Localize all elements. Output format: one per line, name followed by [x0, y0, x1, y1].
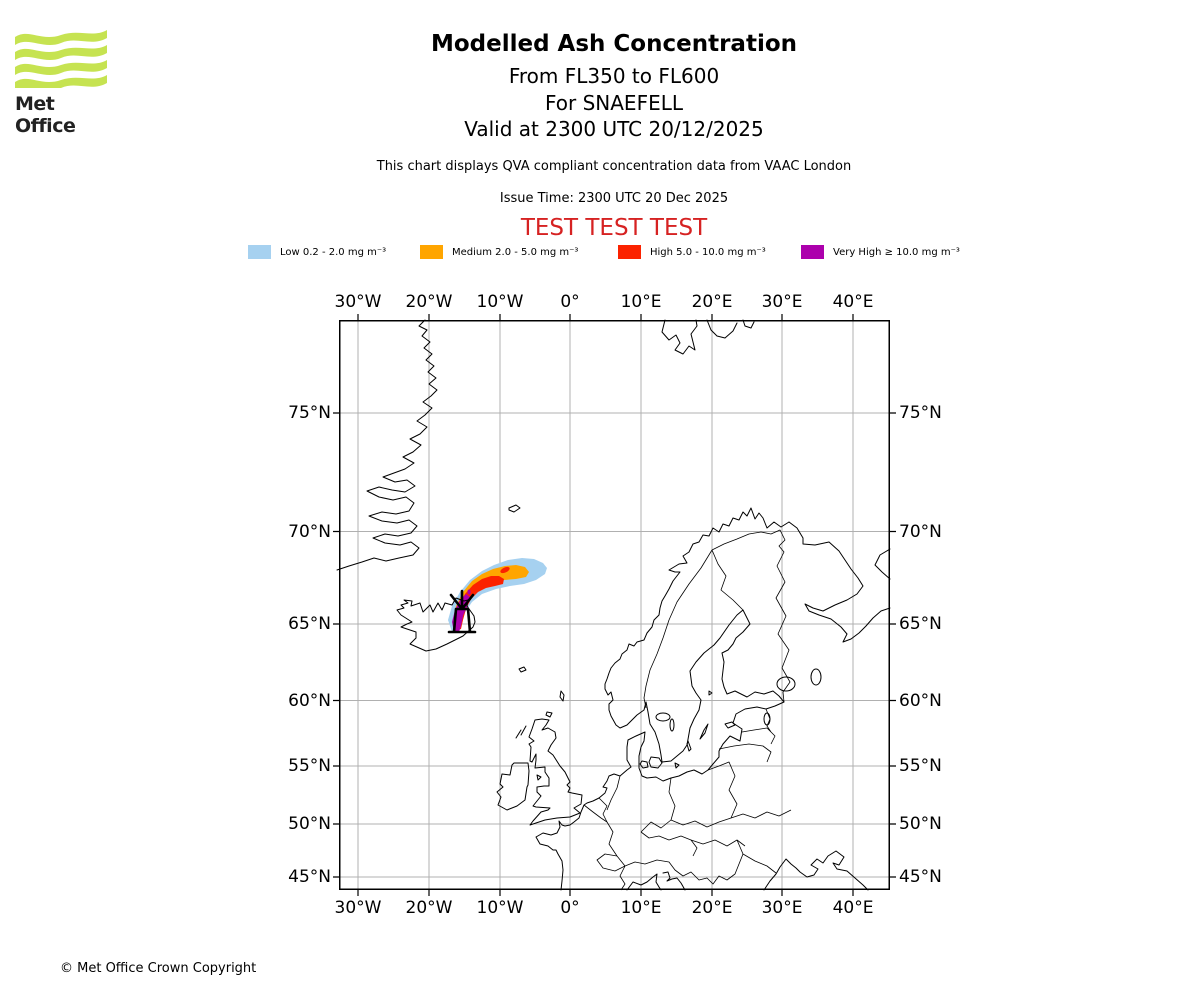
coast-kola-white-sea — [788, 521, 891, 643]
lake-vanern — [655, 712, 671, 722]
coast-saaremaa — [724, 721, 736, 729]
x-tick-label-top: 0° — [560, 292, 580, 312]
ash-plume-medium — [453, 565, 529, 632]
coast-kanin — [874, 548, 891, 580]
x-tick-label-bottom: 20°W — [405, 898, 453, 918]
subtitle-flight-levels: From FL350 to FL600 — [508, 64, 720, 88]
y-tick-label-right: 75°N — [899, 403, 942, 423]
coast-funen — [639, 760, 649, 769]
x-tick-label-top: 20°W — [405, 292, 453, 312]
volcano-eruption-icon — [447, 589, 477, 634]
x-tick-label-top: 30°W — [334, 292, 382, 312]
y-tick-label-left: 75°N — [288, 403, 331, 423]
y-tick-label-left: 70°N — [288, 521, 331, 542]
y-tick-label-left: 50°N — [288, 814, 331, 834]
y-tick-label-right: 65°N — [899, 614, 942, 634]
legend-label-very-high: Very High ≥ 10.0 mg m⁻³ — [833, 246, 960, 258]
coast-hebrides — [515, 725, 527, 739]
x-tick-label-bottom: 40°E — [832, 898, 874, 918]
coast-oland — [686, 740, 692, 752]
y-tick-label-left: 45°N — [288, 867, 331, 887]
y-tick-label-right: 70°N — [899, 521, 942, 542]
coast-adriatic — [626, 871, 686, 891]
axis-ticks — [333, 314, 896, 896]
lake-ladoga — [776, 676, 796, 692]
x-tick-label-top: 20°E — [691, 292, 733, 312]
coast-shetland — [559, 690, 565, 702]
y-tick-label-left: 60°N — [288, 690, 331, 711]
legend-swatch-medium — [420, 245, 443, 259]
legend-swatch-low — [248, 245, 271, 259]
legend-item-very-high: Very High ≥ 10.0 mg m⁻³ — [801, 244, 960, 260]
lake-vattern — [669, 718, 675, 732]
ash-plume-high-patch — [500, 566, 510, 574]
lake-peipus — [763, 712, 771, 726]
coast-black-sea — [763, 850, 869, 891]
y-tick-label-left: 65°N — [288, 614, 331, 634]
coast-ireland — [496, 762, 530, 811]
coast-greenland — [336, 319, 438, 571]
legend-item-low: Low 0.2 - 2.0 mg m⁻³ — [248, 244, 386, 260]
map-gridlines — [339, 320, 890, 890]
legend-item-medium: Medium 2.0 - 5.0 mg m⁻³ — [420, 244, 578, 260]
x-tick-label-bottom: 30°E — [761, 898, 803, 918]
coast-isle-of-man — [536, 774, 542, 781]
legend-label-high: High 5.0 - 10.0 mg m⁻³ — [650, 246, 766, 258]
copyright-notice: © Met Office Crown Copyright — [60, 961, 257, 976]
lake-onega — [810, 668, 822, 686]
x-tick-label-bottom: 30°W — [334, 898, 382, 918]
coast-gotland — [699, 723, 709, 740]
legend-label-low: Low 0.2 - 2.0 mg m⁻³ — [280, 246, 387, 258]
test-watermark: TEST TEST TEST — [520, 215, 708, 241]
coast-scandinavia-europe — [535, 507, 790, 891]
coastlines — [336, 319, 891, 891]
x-tick-label-top: 10°W — [476, 292, 524, 312]
ash-plume-very-high-dot — [467, 589, 471, 595]
x-tick-label-bottom: 10°W — [476, 898, 524, 918]
x-tick-label-top: 40°E — [832, 292, 874, 312]
met-office-waves-icon — [15, 30, 107, 88]
coast-iceland — [396, 597, 476, 652]
coast-great-britain — [528, 718, 583, 826]
issue-time: Issue Time: 2300 UTC 20 Dec 2025 — [499, 191, 729, 206]
map-frame — [339, 320, 890, 890]
qva-description: This chart displays QVA compliant concen… — [376, 159, 852, 174]
legend-swatch-very-high — [801, 245, 824, 259]
country-borders — [583, 529, 792, 891]
x-tick-label-top: 30°E — [761, 292, 803, 312]
met-office-wordmark: Met Office — [15, 93, 76, 137]
coast-zealand — [648, 756, 663, 769]
subtitle-volcano: For SNAEFELL — [544, 91, 683, 115]
legend-swatch-high — [618, 245, 641, 259]
y-tick-label-right: 50°N — [899, 814, 942, 834]
coast-aland — [708, 690, 713, 696]
legend-label-medium: Medium 2.0 - 5.0 mg m⁻³ — [452, 246, 579, 258]
coast-svalbard — [661, 319, 755, 355]
coast-orkney — [545, 711, 553, 718]
map-canvas — [333, 314, 896, 896]
x-tick-label-top: 10°E — [620, 292, 662, 312]
y-tick-label-right: 55°N — [899, 756, 942, 776]
x-tick-label-bottom: 20°E — [691, 898, 733, 918]
legend-item-high: High 5.0 - 10.0 mg m⁻³ — [618, 244, 766, 260]
met-office-logo: Met Office — [15, 26, 107, 137]
y-tick-label-right: 60°N — [899, 690, 942, 711]
x-tick-label-bottom: 10°E — [620, 898, 662, 918]
y-tick-label-left: 55°N — [288, 756, 331, 776]
y-tick-label-right: 45°N — [899, 867, 942, 887]
x-tick-label-bottom: 0° — [560, 898, 580, 918]
subtitle-valid-time: Valid at 2300 UTC 20/12/2025 — [464, 117, 764, 141]
coast-jan-mayen — [508, 504, 521, 513]
page-title: Modelled Ash Concentration — [430, 31, 798, 57]
coast-faroes — [518, 666, 527, 673]
coast-bornholm — [674, 762, 680, 769]
